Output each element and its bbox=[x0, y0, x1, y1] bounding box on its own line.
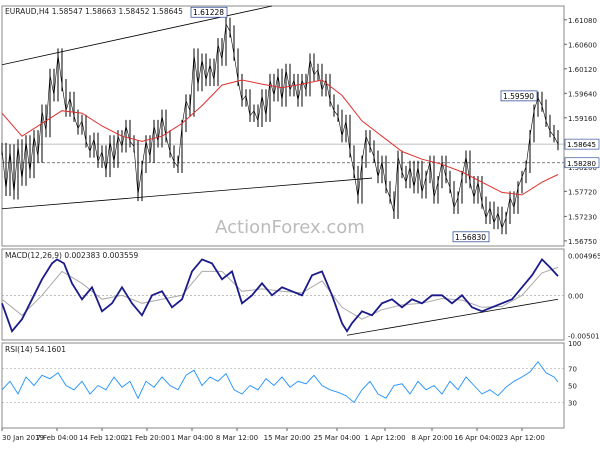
x-tick-label: 1 Apr 12:00 bbox=[364, 434, 405, 442]
rsi-header: RSI(14) 54.1601 bbox=[5, 345, 66, 354]
ann-low-box bbox=[452, 231, 490, 243]
rsi-tick-label: 70 bbox=[568, 366, 577, 374]
x-tick-label: 15 Mar 20:00 bbox=[264, 434, 311, 442]
price-series bbox=[1, 22, 559, 230]
rsi-tick-label: 30 bbox=[568, 400, 577, 408]
x-tick-label: 14 Feb 12:00 bbox=[79, 434, 125, 442]
watermark: ActionForex.com bbox=[215, 217, 365, 238]
rsi-tick-label: 50 bbox=[568, 383, 577, 391]
price-tick-label: 1.60600 bbox=[568, 41, 597, 49]
price-tick-label: 1.59160 bbox=[568, 115, 597, 123]
moving-average-line bbox=[1, 79, 559, 196]
ann-low-label: 1.56830 bbox=[455, 233, 486, 242]
current-price-tag-box bbox=[564, 138, 600, 150]
price-trendline-channel-lower bbox=[1, 177, 373, 210]
ann-swing-label: 1.59590 bbox=[503, 92, 534, 101]
macd-panel bbox=[1, 248, 565, 341]
rsi-line bbox=[1, 360, 559, 404]
macd-signal-line bbox=[1, 266, 559, 320]
price-panel bbox=[1, 5, 565, 247]
level-price-tag-box bbox=[564, 157, 600, 169]
price-header: EURAUD,H4 1.58547 1.58663 1.58452 1.5864… bbox=[5, 7, 183, 16]
price-tick-label: 1.57230 bbox=[568, 213, 597, 221]
x-tick-label: 25 Mar 04:00 bbox=[314, 434, 361, 442]
x-tick-label: 1 Mar 04:00 bbox=[171, 434, 213, 442]
x-tick-label: 23 Apr 12:00 bbox=[499, 434, 545, 442]
price-tick-label: 1.60120 bbox=[568, 66, 597, 74]
x-tick-label: 30 Jan 2019 bbox=[2, 434, 44, 442]
macd-header: MACD(12,26,9) 0.002383 0.003559 bbox=[5, 251, 139, 260]
macd-trendline bbox=[346, 298, 559, 336]
ann-high-box bbox=[190, 6, 228, 18]
macd-tick-label: 0.00 bbox=[568, 292, 584, 300]
x-tick-label: 8 Apr 20:00 bbox=[411, 434, 452, 442]
x-tick-label: 21 Feb 20:00 bbox=[124, 434, 170, 442]
price-tick-label: 1.61080 bbox=[568, 17, 597, 25]
rsi-tick-label: 100 bbox=[568, 340, 581, 348]
ann-high-label: 1.61228 bbox=[193, 8, 224, 17]
current-price-tag: 1.58645 bbox=[567, 141, 596, 149]
ann-swing-box bbox=[500, 90, 538, 102]
x-tick-label: 8 Mar 12:00 bbox=[216, 434, 258, 442]
macd-tick-label: 0.004965 bbox=[568, 253, 600, 261]
price-tick-label: 1.57720 bbox=[568, 188, 597, 196]
macd-tick-label: -0.005013 bbox=[568, 332, 600, 340]
macd-line bbox=[1, 257, 559, 333]
x-tick-label: 7 Feb 04:00 bbox=[36, 434, 77, 442]
price-tick-label: 1.59640 bbox=[568, 90, 597, 98]
x-tick-label: 16 Apr 04:00 bbox=[454, 434, 500, 442]
rsi-panel bbox=[1, 342, 565, 429]
price-tick-label: 1.56750 bbox=[568, 238, 597, 246]
level-price-tag: 1.58280 bbox=[567, 160, 596, 168]
